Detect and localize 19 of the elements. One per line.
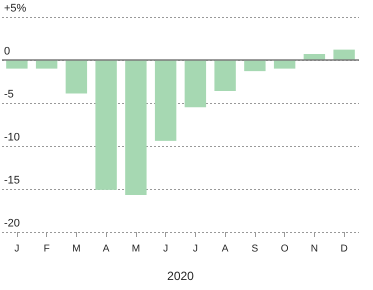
- x-tick-label: M: [72, 244, 81, 254]
- x-tick-label: J: [14, 244, 20, 254]
- x-tick-label: D: [340, 244, 348, 254]
- x-tick-label: J: [163, 244, 168, 254]
- x-axis-title: 2020: [167, 269, 194, 283]
- x-tick-label: A: [222, 244, 229, 254]
- x-tick-label: A: [102, 244, 110, 254]
- y-tick-label: +5%: [4, 2, 27, 14]
- x-tick-label: O: [280, 244, 289, 254]
- y-tick-label: -20: [4, 218, 20, 230]
- y-tick-label: 0: [4, 46, 10, 58]
- y-tick-label: -5: [4, 88, 14, 100]
- x-tick-label: N: [310, 244, 318, 254]
- x-tick-label: M: [132, 244, 140, 254]
- x-tick-label: S: [252, 244, 259, 254]
- x-tick-label: F: [44, 244, 50, 254]
- y-tick-label: -15: [4, 174, 20, 186]
- y-tick-label: -10: [4, 132, 20, 144]
- x-tick-label: J: [192, 244, 198, 254]
